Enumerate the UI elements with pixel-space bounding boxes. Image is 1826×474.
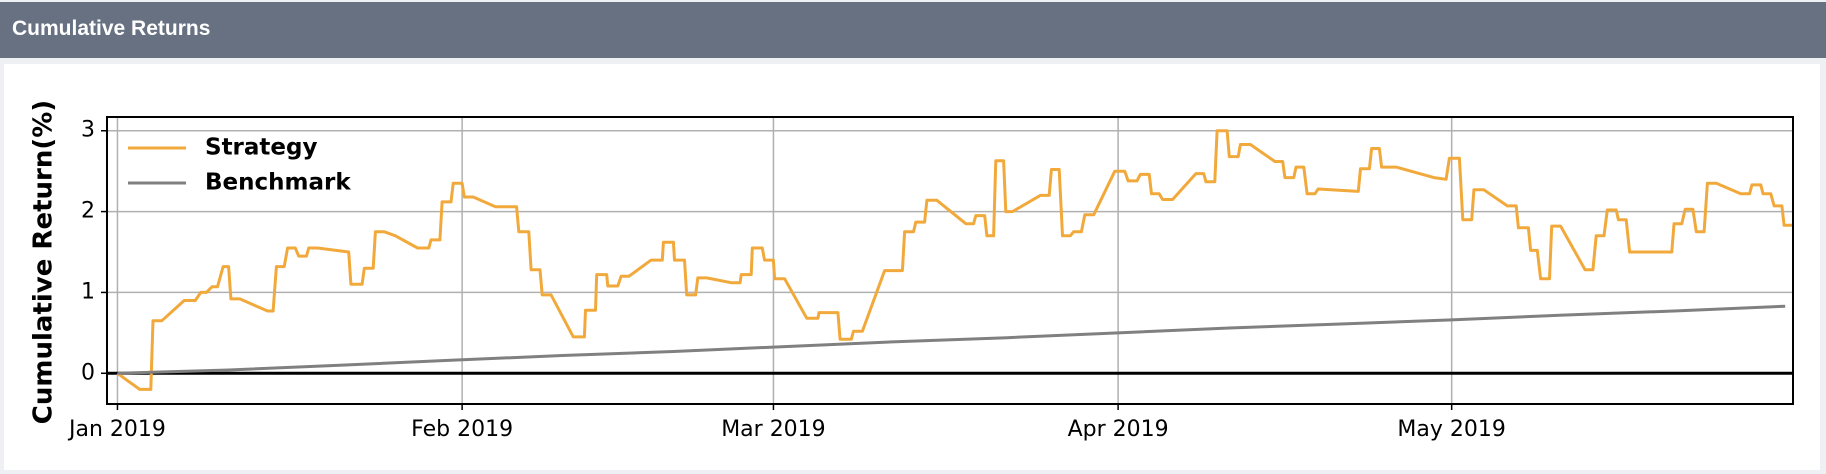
y-tick-label: 2: [81, 199, 95, 224]
series-line: [117, 304, 1786, 375]
y-tick-label: 1: [81, 279, 95, 304]
y-tick-label: 0: [81, 360, 95, 385]
series-line: [116, 129, 1793, 391]
x-tick-label: Jan 2019: [67, 417, 166, 442]
panel-title: Cumulative Returns: [12, 17, 211, 40]
legend-label: Strategy: [205, 135, 317, 161]
x-tick-label: Apr 2019: [1068, 417, 1169, 442]
x-tick-label: Mar 2019: [721, 417, 826, 442]
panel-body: [4, 64, 1820, 470]
panel-header: Cumulative Returns: [0, 2, 1826, 58]
y-axis-title: Cumulative Return(%): [29, 100, 59, 424]
x-tick-label: May 2019: [1397, 417, 1505, 442]
plot-frame: [106, 116, 1794, 405]
legend-label: Benchmark: [205, 170, 351, 196]
y-tick-label: 3: [81, 118, 95, 143]
x-tick-label: Feb 2019: [411, 417, 513, 442]
